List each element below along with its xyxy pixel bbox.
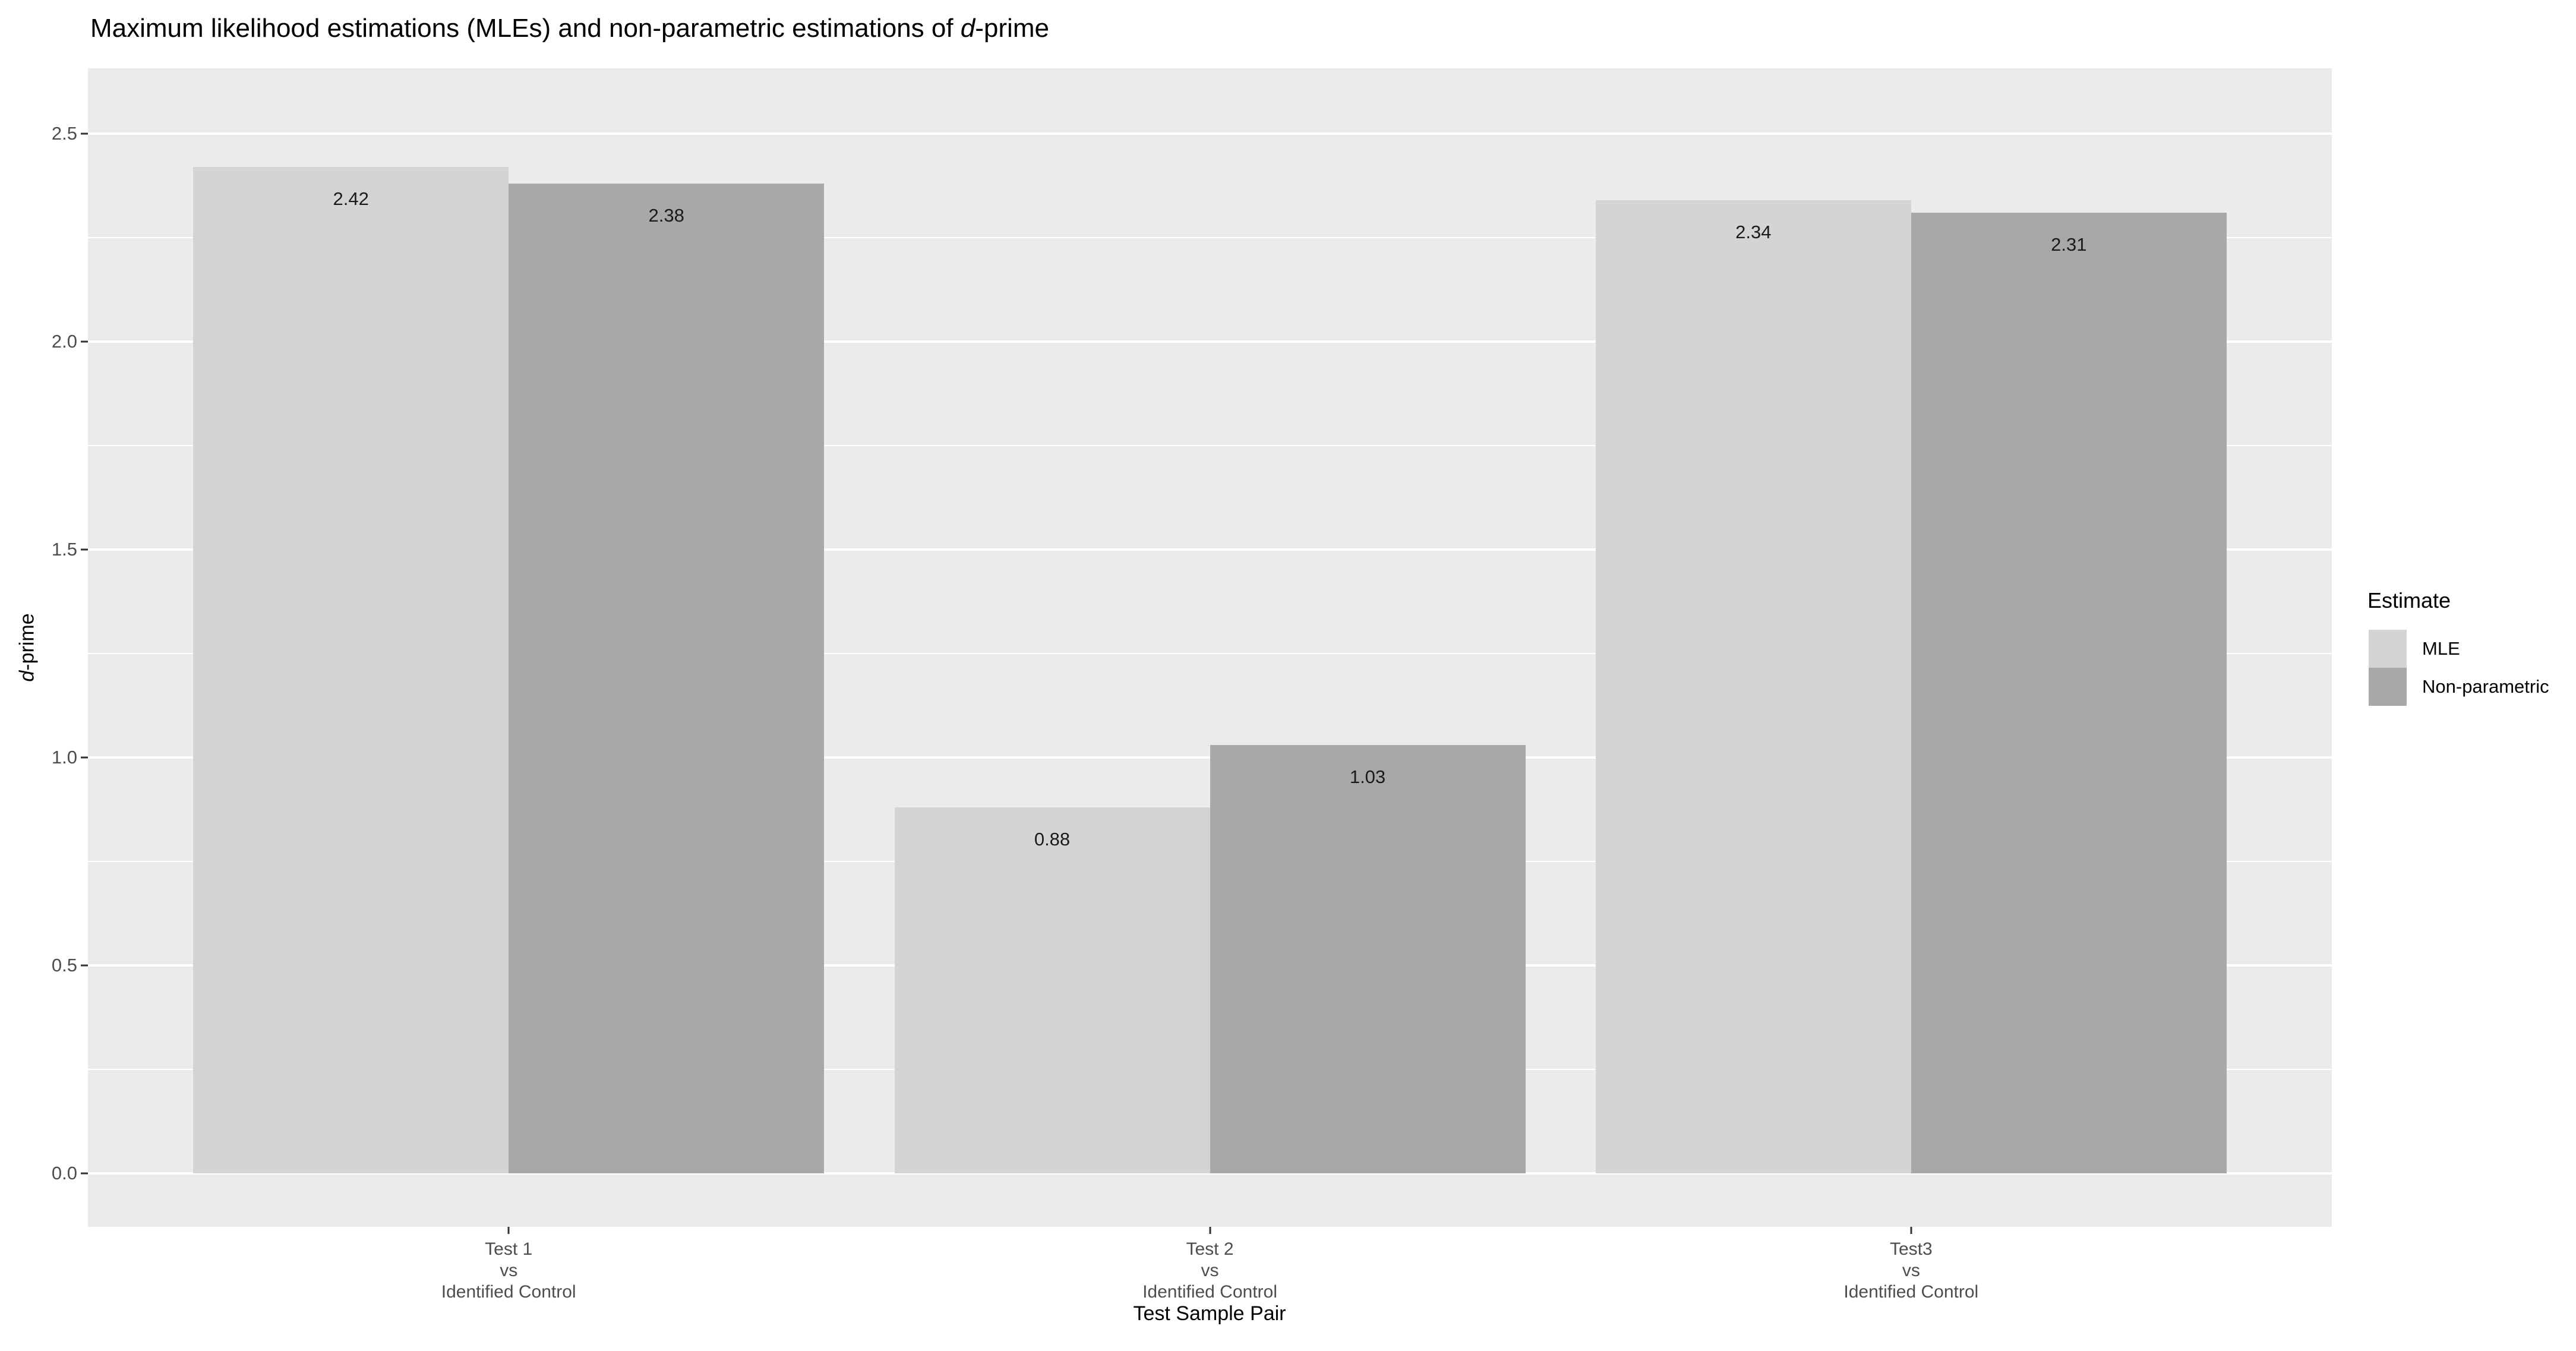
gridline-minor — [88, 237, 2332, 238]
plot-title-prefix: Maximum likelihood estimations (MLEs) an… — [90, 14, 961, 43]
x-axis-category-label-line: Test 2 — [1186, 1239, 1234, 1259]
bar-value-label: 1.03 — [1349, 766, 1386, 787]
bar-mle-cat1 — [193, 167, 509, 1173]
x-axis-tick-mark — [507, 1227, 510, 1234]
x-axis-category-label-line: Identified Control — [1843, 1282, 1979, 1302]
x-axis-category-label-line: Identified Control — [1142, 1282, 1277, 1302]
y-axis-title: d-prime — [16, 613, 39, 681]
plot-panel: 2.42 0.88 2.34 2.38 1.03 2.31 — [88, 68, 2332, 1227]
legend-item-label-mle: MLE — [2422, 638, 2460, 659]
bar-value-label: 2.38 — [648, 205, 684, 226]
plot-title: Maximum likelihood estimations (MLEs) an… — [90, 14, 1049, 43]
gridline-major — [88, 548, 2332, 551]
plot-title-italic-d: d — [960, 14, 976, 43]
gridline-major — [88, 1172, 2332, 1175]
bar-value-label: 2.42 — [333, 188, 369, 209]
gridline-major — [88, 340, 2332, 343]
x-axis-category-label-line: Identified Control — [441, 1282, 576, 1302]
bar-value-label: 0.88 — [1034, 829, 1071, 850]
y-axis-title-italic-d: d — [15, 670, 39, 682]
legend: Estimate MLE Non-parametric — [2367, 588, 2549, 706]
y-axis-tick-mark — [81, 132, 88, 135]
bar-value-label: 2.31 — [2051, 234, 2087, 255]
y-axis-tick-mark — [81, 1172, 88, 1175]
legend-title: Estimate — [2367, 588, 2451, 613]
y-axis-title-suffix: -prime — [15, 613, 39, 671]
legend-item-label-non-parametric: Non-parametric — [2422, 676, 2549, 697]
x-axis-category-label: Test 1 vs Identified Control — [271, 1239, 746, 1303]
plot-title-suffix: -prime — [975, 14, 1049, 43]
x-axis-tick-mark — [1209, 1227, 1211, 1234]
x-axis-category-label: Test3 vs Identified Control — [1674, 1239, 2149, 1303]
x-axis-category-label-line: vs — [500, 1261, 518, 1280]
legend-swatch-non-parametric — [2369, 668, 2407, 706]
bar-value-label: 2.34 — [1735, 222, 1772, 242]
y-axis-tick-mark — [81, 964, 88, 967]
bar-non-parametric-cat1 — [509, 184, 825, 1173]
y-axis-tick-mark — [81, 548, 88, 551]
legend-swatch-mle — [2369, 630, 2407, 668]
x-axis-category-label-line: vs — [1902, 1261, 1920, 1280]
legend-item-non-parametric: Non-parametric — [2367, 668, 2549, 706]
bar-mle-cat3 — [1595, 200, 1911, 1173]
y-axis-tick-mark — [81, 340, 88, 343]
x-axis-category-label-line: Test 1 — [485, 1239, 533, 1259]
bar-non-parametric-cat2 — [1210, 745, 1526, 1173]
x-axis-category-label-line: vs — [1201, 1261, 1219, 1280]
gridline-major — [88, 132, 2332, 135]
y-axis-tick-mark — [81, 756, 88, 759]
bar-mle-cat2 — [894, 807, 1210, 1173]
gridline-minor — [88, 653, 2332, 654]
legend-item-mle: MLE — [2367, 630, 2460, 668]
x-axis-category-label-line: Test3 — [1889, 1239, 1933, 1259]
x-axis-title: Test Sample Pair — [1133, 1302, 1286, 1325]
gridline-minor — [88, 445, 2332, 446]
bar-non-parametric-cat3 — [1911, 213, 2227, 1173]
x-axis-category-label: Test 2 vs Identified Control — [973, 1239, 1448, 1303]
x-axis-tick-mark — [1910, 1227, 1912, 1234]
